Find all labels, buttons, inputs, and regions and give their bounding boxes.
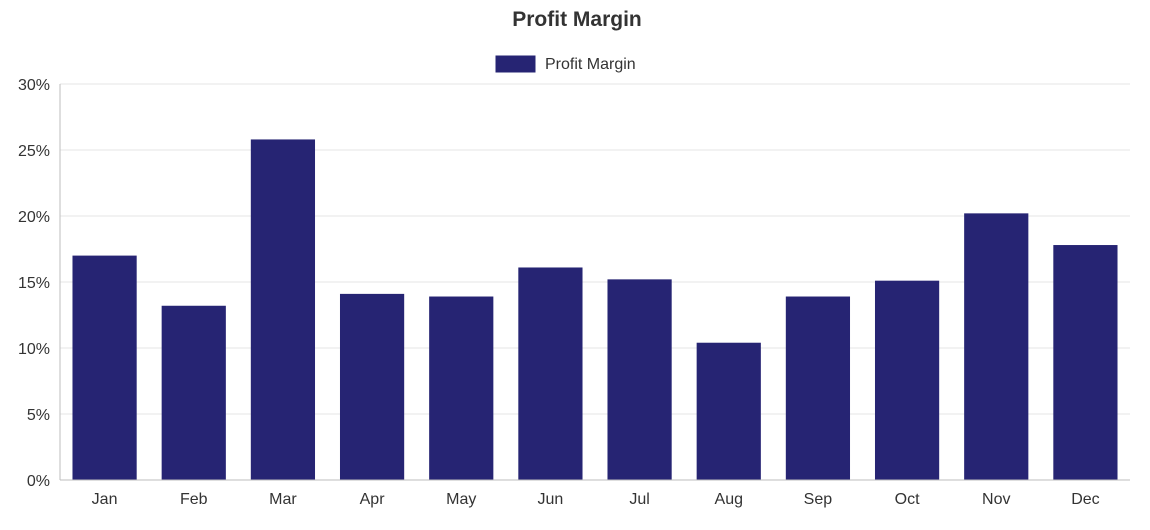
x-axis-ticks: Jan Feb Mar Apr May Jun Jul Aug Sep Oct Nov Dec <box>92 491 1100 508</box>
bar-jan[interactable] <box>72 255 137 480</box>
x-tick-label: Jul <box>629 491 649 508</box>
y-tick-label: 0% <box>27 473 50 490</box>
bar-aug[interactable] <box>696 342 761 480</box>
bars <box>72 139 1118 481</box>
x-tick-label: Oct <box>895 491 920 508</box>
bar-jul[interactable] <box>607 279 672 480</box>
legend[interactable]: Profit Margin <box>494 54 636 74</box>
y-tick-label: 20% <box>18 209 50 226</box>
x-tick-label: Mar <box>269 491 297 508</box>
y-tick-label: 15% <box>18 275 50 292</box>
x-tick-label: Apr <box>360 491 386 508</box>
x-tick-label: Feb <box>180 491 208 508</box>
bar-feb[interactable] <box>161 305 226 480</box>
legend-swatch <box>494 54 537 74</box>
x-tick-label: Aug <box>715 491 743 508</box>
bar-mar[interactable] <box>250 139 316 480</box>
y-tick-label: 10% <box>18 341 50 358</box>
x-tick-label: Jan <box>92 491 118 508</box>
chart-title: Profit Margin <box>512 8 642 31</box>
legend-label: Profit Margin <box>545 56 636 73</box>
y-axis-ticks: 0% 5% 10% 15% 20% 25% 30% <box>18 77 50 490</box>
x-tick-label: Sep <box>804 491 833 508</box>
bar-sep[interactable] <box>785 296 851 480</box>
x-tick-label: Nov <box>982 491 1010 508</box>
bar-jun[interactable] <box>518 267 583 480</box>
y-tick-label: 25% <box>18 143 50 160</box>
gridlines <box>60 83 1130 415</box>
x-tick-label: Jun <box>538 491 564 508</box>
x-tick-label: May <box>446 491 476 508</box>
y-tick-label: 5% <box>27 407 50 424</box>
x-tick-label: Dec <box>1071 491 1099 508</box>
bar-may[interactable] <box>429 296 494 480</box>
bar-oct[interactable] <box>874 280 940 480</box>
bar-nov[interactable] <box>964 213 1029 481</box>
bar-apr[interactable] <box>339 293 405 480</box>
bar-dec[interactable] <box>1053 245 1118 480</box>
y-tick-label: 30% <box>18 77 50 94</box>
